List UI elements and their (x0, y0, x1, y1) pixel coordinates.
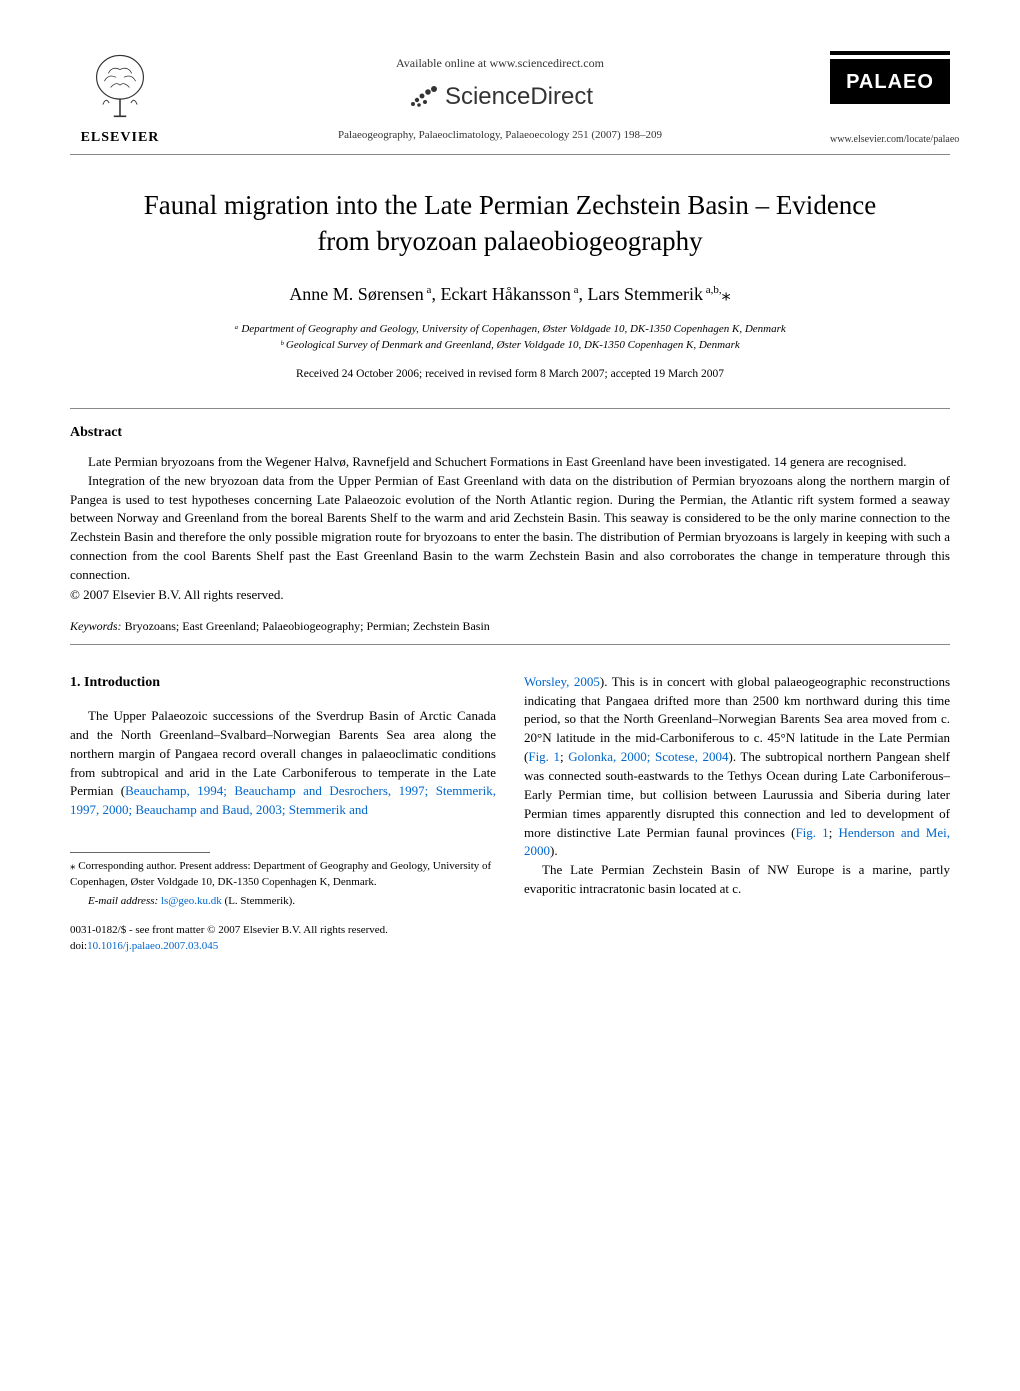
reference-link[interactable]: Beauchamp, 1994; Beauchamp and Desrocher… (70, 783, 496, 817)
doi-label: doi: (70, 940, 87, 952)
keywords-text: Bryozoans; East Greenland; Palaeobiogeog… (122, 619, 490, 633)
reference-link[interactable]: Worsley, 2005 (524, 674, 600, 689)
affiliation-b: ᵇ Geological Survey of Denmark and Green… (70, 337, 950, 354)
column-right: Worsley, 2005). This is in concert with … (524, 673, 950, 954)
keywords-label: Keywords: (70, 619, 122, 633)
intro-para-1-left: The Upper Palaeozoic successions of the … (70, 707, 496, 820)
email-label: E-mail address: (88, 895, 161, 907)
intro-text-end: ). (550, 843, 558, 858)
journal-citation: Palaeogeography, Palaeoclimatology, Pala… (190, 129, 810, 141)
email-suffix: (L. Stemmerik). (222, 895, 295, 907)
intro-heading: 1. Introduction (70, 673, 496, 693)
keywords-line: Keywords: Bryozoans; East Greenland; Pal… (70, 619, 950, 634)
title-line-2: from bryozoan palaeobiogeography (317, 226, 702, 256)
figure-link[interactable]: Fig. 1 (528, 749, 560, 764)
article-dates: Received 24 October 2006; received in re… (70, 368, 950, 380)
abstract-body: Late Permian bryozoans from the Wegener … (70, 453, 950, 585)
doi-link[interactable]: 10.1016/j.palaeo.2007.03.045 (87, 940, 218, 952)
front-matter-line: 0031-0182/$ - see front matter © 2007 El… (70, 923, 496, 938)
abstract-bottom-rule (70, 644, 950, 645)
corresponding-footnote: ⁎ Corresponding author. Present address:… (70, 859, 496, 890)
intro-para-2: The Late Permian Zechstein Basin of NW E… (524, 861, 950, 899)
reference-link[interactable]: Golonka, 2000; Scotese, 2004 (568, 749, 728, 764)
abstract-para-2: Integration of the new bryozoan data fro… (70, 472, 950, 585)
elsevier-tree-icon (81, 50, 159, 128)
article-title: Faunal migration into the Late Permian Z… (70, 187, 950, 260)
sciencedirect-brand: ScienceDirect (190, 83, 810, 111)
affiliations: ᵃ Department of Geography and Geology, U… (70, 321, 950, 354)
palaeo-brand: PALAEO (830, 51, 950, 104)
body-columns: 1. Introduction The Upper Palaeozoic suc… (70, 673, 950, 954)
title-line-1: Faunal migration into the Late Permian Z… (144, 190, 877, 220)
intro-para-1-right: Worsley, 2005). This is in concert with … (524, 673, 950, 861)
abstract-para-1: Late Permian bryozoans from the Wegener … (70, 453, 950, 472)
abstract-top-rule (70, 408, 950, 409)
affiliation-a: ᵃ Department of Geography and Geology, U… (70, 321, 950, 338)
front-matter-info: 0031-0182/$ - see front matter © 2007 El… (70, 923, 496, 954)
sciencedirect-icon (407, 84, 439, 110)
footnote-rule (70, 852, 210, 853)
sep: ; (829, 825, 839, 840)
email-footnote: E-mail address: ls@geo.ku.dk (L. Stemmer… (70, 894, 496, 909)
journal-url: www.elsevier.com/locate/palaeo (830, 134, 950, 145)
sep: ; (560, 749, 568, 764)
figure-link[interactable]: Fig. 1 (795, 825, 828, 840)
header-divider (70, 154, 950, 155)
column-left: 1. Introduction The Upper Palaeozoic suc… (70, 673, 496, 954)
header-row: ELSEVIER Available online at www.science… (70, 50, 950, 146)
center-header: Available online at www.sciencedirect.co… (170, 56, 830, 141)
platform-name: ScienceDirect (445, 83, 593, 111)
elsevier-logo: ELSEVIER (70, 50, 170, 146)
publisher-name: ELSEVIER (70, 130, 170, 146)
abstract-heading: Abstract (70, 425, 950, 441)
copyright-line: © 2007 Elsevier B.V. All rights reserved… (70, 587, 950, 603)
doi-line: doi:10.1016/j.palaeo.2007.03.045 (70, 939, 496, 954)
authors-line: Anne M. Sørensen a, Eckart Håkansson a, … (70, 284, 950, 305)
email-link[interactable]: ls@geo.ku.dk (161, 895, 222, 907)
palaeo-box: PALAEO www.elsevier.com/locate/palaeo (830, 51, 950, 145)
available-online-text: Available online at www.sciencedirect.co… (190, 56, 810, 71)
